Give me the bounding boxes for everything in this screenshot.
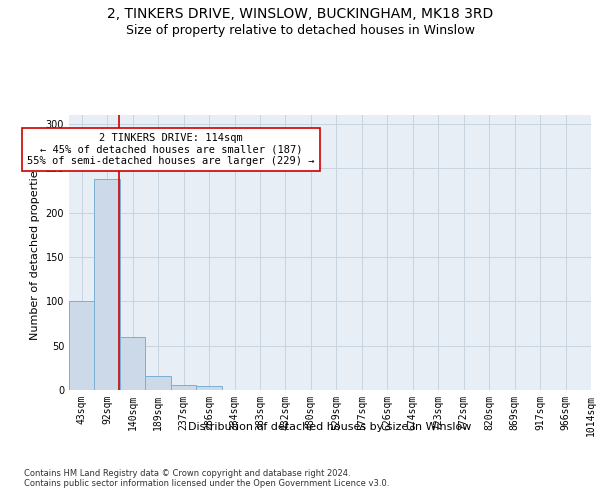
Text: Size of property relative to detached houses in Winslow: Size of property relative to detached ho… <box>125 24 475 37</box>
Bar <box>120 337 145 390</box>
Bar <box>145 376 171 390</box>
Y-axis label: Number of detached properties: Number of detached properties <box>30 165 40 340</box>
Bar <box>171 384 196 390</box>
Text: Contains public sector information licensed under the Open Government Licence v3: Contains public sector information licen… <box>24 478 389 488</box>
Text: 2 TINKERS DRIVE: 114sqm
← 45% of detached houses are smaller (187)
55% of semi-d: 2 TINKERS DRIVE: 114sqm ← 45% of detache… <box>27 132 314 166</box>
Bar <box>69 302 94 390</box>
Text: 2, TINKERS DRIVE, WINSLOW, BUCKINGHAM, MK18 3RD: 2, TINKERS DRIVE, WINSLOW, BUCKINGHAM, M… <box>107 8 493 22</box>
Bar <box>196 386 222 390</box>
Text: Distribution of detached houses by size in Winslow: Distribution of detached houses by size … <box>188 422 472 432</box>
Bar <box>94 179 120 390</box>
Text: Contains HM Land Registry data © Crown copyright and database right 2024.: Contains HM Land Registry data © Crown c… <box>24 468 350 477</box>
